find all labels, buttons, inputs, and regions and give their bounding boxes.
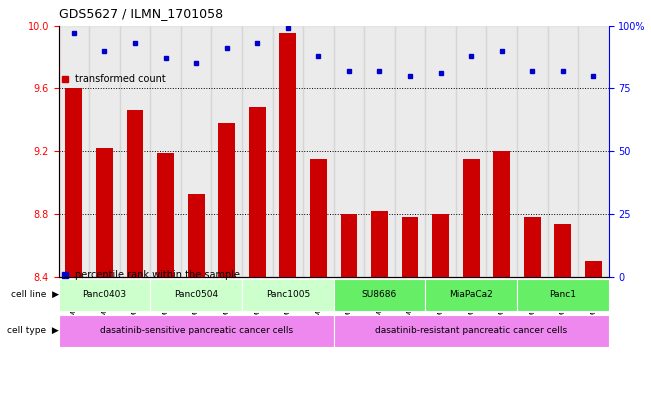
Text: Panc1005: Panc1005 (266, 290, 310, 299)
Bar (242, 279, 334, 311)
Bar (578, 26, 609, 277)
Bar (303, 26, 334, 277)
Bar (364, 26, 395, 277)
Bar (547, 26, 578, 277)
Bar (334, 315, 609, 347)
Bar (242, 26, 273, 277)
Bar (334, 279, 425, 311)
Bar (150, 279, 242, 311)
Bar (555, 224, 571, 277)
Bar (249, 107, 266, 277)
Bar (395, 26, 425, 277)
Bar (59, 279, 150, 311)
Text: SU8686: SU8686 (362, 290, 397, 299)
Text: percentile rank within the sample: percentile rank within the sample (75, 270, 240, 280)
Bar (517, 279, 609, 311)
Text: Panc1: Panc1 (549, 290, 576, 299)
Bar (66, 88, 82, 277)
Bar (59, 315, 334, 347)
Text: transformed count: transformed count (75, 73, 165, 84)
Bar (371, 211, 388, 277)
Bar (517, 26, 547, 277)
Bar (89, 26, 120, 277)
Bar (120, 26, 150, 277)
Text: cell type  ▶: cell type ▶ (7, 326, 59, 335)
Bar (340, 214, 357, 277)
Text: dasatinib-resistant pancreatic cancer cells: dasatinib-resistant pancreatic cancer ce… (375, 326, 567, 335)
Bar (126, 110, 143, 277)
Text: dasatinib-sensitive pancreatic cancer cells: dasatinib-sensitive pancreatic cancer ce… (100, 326, 293, 335)
Bar (432, 214, 449, 277)
Bar (486, 26, 517, 277)
Bar (59, 26, 89, 277)
Bar (279, 33, 296, 277)
Bar (334, 26, 364, 277)
Text: MiaPaCa2: MiaPaCa2 (449, 290, 493, 299)
Text: cell line  ▶: cell line ▶ (11, 290, 59, 299)
Bar (585, 261, 602, 277)
Bar (310, 159, 327, 277)
Bar (524, 217, 541, 277)
Bar (212, 26, 242, 277)
Bar (218, 123, 235, 277)
Bar (157, 153, 174, 277)
Bar (181, 26, 212, 277)
Bar (463, 159, 480, 277)
Bar (187, 194, 204, 277)
Bar (425, 26, 456, 277)
Bar (456, 26, 486, 277)
Text: Panc0403: Panc0403 (83, 290, 126, 299)
Bar (425, 279, 517, 311)
Bar (96, 148, 113, 277)
Text: Panc0504: Panc0504 (174, 290, 218, 299)
Text: GDS5627 / ILMN_1701058: GDS5627 / ILMN_1701058 (59, 7, 223, 20)
Bar (273, 26, 303, 277)
Bar (493, 151, 510, 277)
Bar (150, 26, 181, 277)
Bar (402, 217, 419, 277)
